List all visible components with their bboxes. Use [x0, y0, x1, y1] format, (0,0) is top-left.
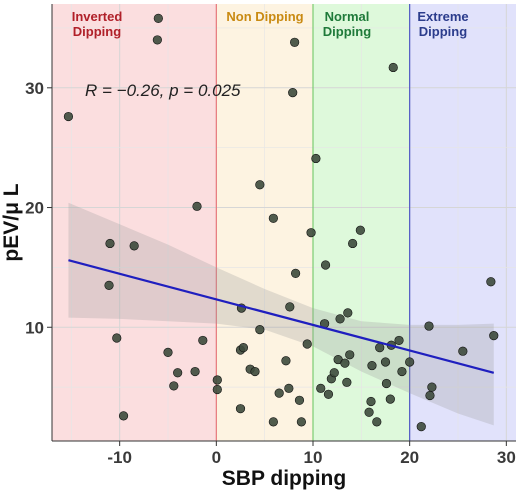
data-point	[424, 321, 434, 331]
data-point	[489, 331, 499, 341]
data-point	[335, 314, 345, 324]
axes: -10 0 10 20 30 10 20 30	[25, 4, 516, 467]
data-point	[212, 384, 222, 395]
data-point	[173, 368, 183, 378]
data-point	[311, 153, 321, 164]
confidence-band	[68, 202, 494, 426]
regression-line-layer	[68, 259, 495, 374]
data-point	[427, 382, 437, 392]
data-point	[268, 417, 278, 427]
data-point	[380, 357, 391, 367]
data-point	[291, 268, 301, 278]
regression-line	[68, 259, 495, 374]
region-bg-3	[409, 4, 516, 441]
x-axis-title: SBP dipping	[222, 467, 346, 490]
data-point	[486, 277, 496, 287]
region-boundaries	[215, 4, 411, 441]
data-point	[342, 377, 352, 387]
data-point	[343, 308, 353, 318]
data-point	[296, 417, 307, 427]
data-point	[235, 404, 246, 414]
data-point	[340, 358, 350, 368]
data-point	[372, 417, 382, 427]
data-point	[416, 422, 426, 432]
data-point	[388, 62, 398, 73]
x-tick-label: 20	[400, 448, 419, 467]
region-label-1: Non Dipping	[226, 9, 303, 24]
data-point	[385, 394, 395, 404]
data-point	[284, 383, 294, 393]
y-axis-title: pEV/μ L	[0, 183, 23, 261]
data-point	[381, 378, 392, 389]
region-label-2: Normal Dipping	[323, 9, 371, 39]
data-point	[104, 280, 114, 290]
data-point	[285, 302, 295, 312]
data-point	[323, 389, 334, 399]
data-point	[302, 339, 312, 349]
data-point	[105, 238, 115, 249]
data-point	[238, 343, 248, 353]
data-point	[255, 325, 265, 335]
data-point	[290, 37, 300, 47]
data-points	[63, 13, 499, 432]
correlation-annotation: R = −0.26, p = 0.025	[85, 81, 241, 100]
data-point	[169, 381, 179, 391]
y-tick-label: 30	[25, 79, 44, 98]
data-point	[153, 13, 163, 23]
data-point	[367, 360, 377, 371]
data-point	[281, 356, 291, 366]
data-point	[118, 411, 129, 421]
data-point	[366, 396, 376, 407]
data-point	[345, 350, 355, 360]
data-point	[274, 388, 284, 398]
data-point	[192, 201, 202, 211]
data-point	[329, 368, 339, 378]
data-point	[320, 260, 331, 270]
data-point	[316, 383, 326, 393]
data-point	[425, 390, 435, 401]
data-point	[255, 180, 265, 190]
data-point	[163, 347, 173, 358]
x-tick-label: 10	[304, 448, 323, 467]
data-point	[348, 238, 358, 249]
data-point	[268, 213, 278, 223]
data-point	[306, 228, 316, 238]
region-bg-0	[52, 4, 217, 441]
region-label-3: Extreme Dipping	[417, 9, 468, 39]
data-point	[129, 241, 139, 251]
x-tick-label: 30	[497, 448, 516, 467]
data-point	[198, 335, 208, 346]
confidence-band-layer	[68, 202, 494, 426]
data-point	[355, 225, 365, 235]
x-tick-label: -10	[107, 448, 132, 467]
data-point	[152, 35, 162, 45]
y-tick-label: 10	[25, 318, 44, 337]
data-point	[288, 87, 298, 98]
data-point	[63, 111, 74, 122]
data-point	[458, 346, 468, 356]
data-point	[364, 407, 374, 417]
data-point	[112, 333, 122, 343]
data-point	[294, 395, 305, 405]
data-point	[405, 357, 415, 367]
data-point	[212, 375, 222, 385]
y-tick-label: 20	[25, 199, 44, 218]
x-tick-label: 0	[212, 448, 221, 467]
data-point	[190, 366, 200, 377]
data-point	[397, 366, 407, 377]
region-labels: Inverted Dipping Non Dipping Normal Dipping E…	[72, 9, 469, 39]
region-label-0: Inverted Dipping	[72, 9, 123, 39]
data-point	[394, 335, 404, 346]
data-point	[250, 366, 260, 377]
data-point	[375, 343, 385, 353]
